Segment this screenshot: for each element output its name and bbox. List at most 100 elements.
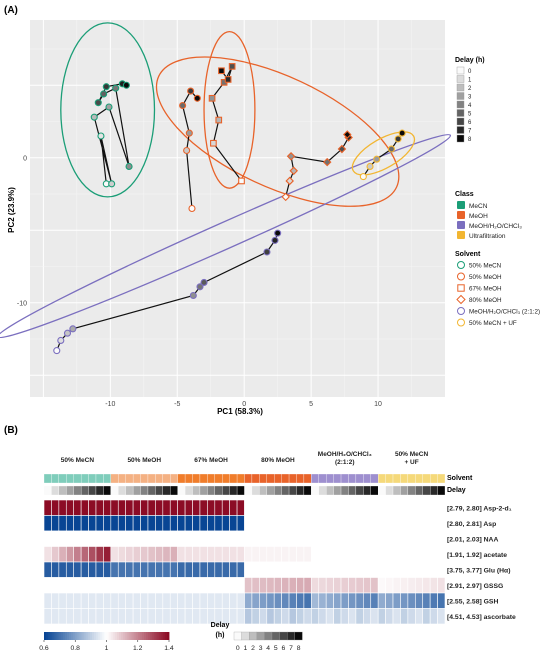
heatmap-cell (80, 577, 89, 594)
heatmap-cell (192, 592, 201, 609)
heatmap-cell (162, 561, 171, 578)
data-point (373, 155, 381, 163)
legend-class-swatch (457, 211, 465, 219)
data-point (322, 157, 332, 167)
solvent-cell (281, 473, 290, 484)
colorbar-segment (129, 632, 132, 640)
colorbar-segment (58, 632, 62, 640)
heatmap-cell (88, 592, 97, 609)
heatmap-cell (199, 546, 208, 563)
heatmap-cell (155, 530, 164, 547)
heatmap-cell (214, 515, 223, 532)
heatmap-cell (348, 561, 357, 578)
delay-cell (155, 485, 163, 496)
heatmap-cell (103, 546, 112, 563)
y-tick-label: 0 (23, 155, 27, 162)
heatmap-cell (199, 499, 208, 516)
colorbar-segment (146, 632, 149, 640)
legend-delay-item: 5 (468, 112, 472, 118)
solvent-cell (251, 473, 260, 484)
colorbar-segment (154, 632, 157, 640)
heatmap-cell (43, 561, 52, 578)
legend-delay-swatch (456, 66, 465, 75)
data-point (238, 177, 245, 185)
heatmap-cell (296, 499, 305, 516)
heatmap-cell (296, 561, 305, 578)
heatmap-cell (288, 592, 297, 609)
heatmap-cell (184, 499, 193, 516)
heatmap-row-labels: [2.79, 2.80] Asp-2-d₁ [2.80, 2.81] Asp [2.… (447, 506, 516, 622)
heatmap-cell (414, 561, 424, 578)
colorbar-segment (54, 632, 57, 640)
heatmap-cell (73, 592, 82, 609)
colorbar-segment (75, 632, 78, 640)
heatmap-cell (192, 530, 201, 547)
heatmap-cell (273, 546, 282, 563)
ellipse-meoh-67 (203, 30, 256, 189)
delay-cell (355, 485, 364, 496)
heatmap-cell (125, 608, 134, 625)
heatmap-cell (325, 499, 334, 516)
heatmap-cell (177, 515, 186, 532)
heatmap-cell (325, 561, 334, 578)
data-point (183, 146, 191, 155)
heatmap-cell (407, 499, 416, 516)
solvent-cell (58, 473, 67, 484)
legend-delay-swatch (456, 92, 465, 100)
legend-delay-swatch (456, 100, 465, 109)
colorbar-segment (116, 632, 120, 640)
heatmap-cell (51, 546, 60, 563)
heatmap-cell (103, 561, 112, 578)
heatmap-cell (95, 499, 104, 516)
heatmap-cell (199, 592, 208, 609)
solvent-cell (140, 473, 149, 484)
heatmap-row-label: [2.55, 2.58] GSH (447, 599, 498, 606)
heatmap-cell (177, 561, 186, 578)
heatmap-cell (169, 546, 178, 563)
heatmap-cell (296, 608, 305, 625)
colorbar-segment (50, 632, 53, 640)
heatmap-cell (88, 546, 97, 563)
heatmap-cell (355, 592, 364, 609)
heatmap-cell (184, 592, 193, 609)
heatmap-cell (110, 561, 119, 578)
delay-cell (184, 485, 193, 496)
legend-delay-item: 4 (468, 103, 472, 109)
heatmap-cell (162, 592, 171, 609)
heatmap-cell (392, 499, 401, 516)
delay-legend-tick: 8 (297, 645, 301, 652)
delay-cell (147, 485, 156, 496)
solvent-cell (400, 473, 409, 484)
colorbar-segment (46, 632, 49, 640)
delay-legend-tick: 3 (259, 645, 263, 652)
heatmap-cell (414, 608, 424, 625)
delay-cell (318, 485, 327, 496)
heatmap-cell (155, 515, 164, 532)
heatmap-cell (422, 561, 431, 578)
heatmap-cell (110, 608, 119, 625)
legend-delay-item: 6 (468, 120, 472, 126)
heatmap-cell (184, 546, 193, 563)
heatmap-cell (370, 608, 379, 625)
x-axis-label: PC1 (58.3%) (217, 407, 263, 416)
delay-legend-swatch (249, 631, 257, 641)
heatmap-cell (281, 499, 290, 516)
delay-cell (88, 485, 97, 496)
heatmap-cell (207, 546, 216, 563)
colorbar-segment (89, 632, 93, 640)
colorbar-segment (127, 632, 130, 640)
heatmap-cell (259, 515, 268, 532)
heatmap-cell (429, 530, 438, 547)
legend-class-item: MeCN (469, 203, 488, 210)
heatmap-cell (266, 577, 275, 594)
data-point (394, 135, 402, 143)
heatmap-cell (177, 530, 186, 547)
delay-cell (333, 485, 342, 496)
data-point (215, 116, 223, 124)
heatmap-cell (199, 530, 208, 547)
heatmap-cell (392, 608, 401, 625)
heatmap-cell (147, 577, 156, 594)
solvent-cell (378, 473, 386, 484)
delay-cell (80, 485, 89, 496)
data-point (69, 325, 77, 333)
